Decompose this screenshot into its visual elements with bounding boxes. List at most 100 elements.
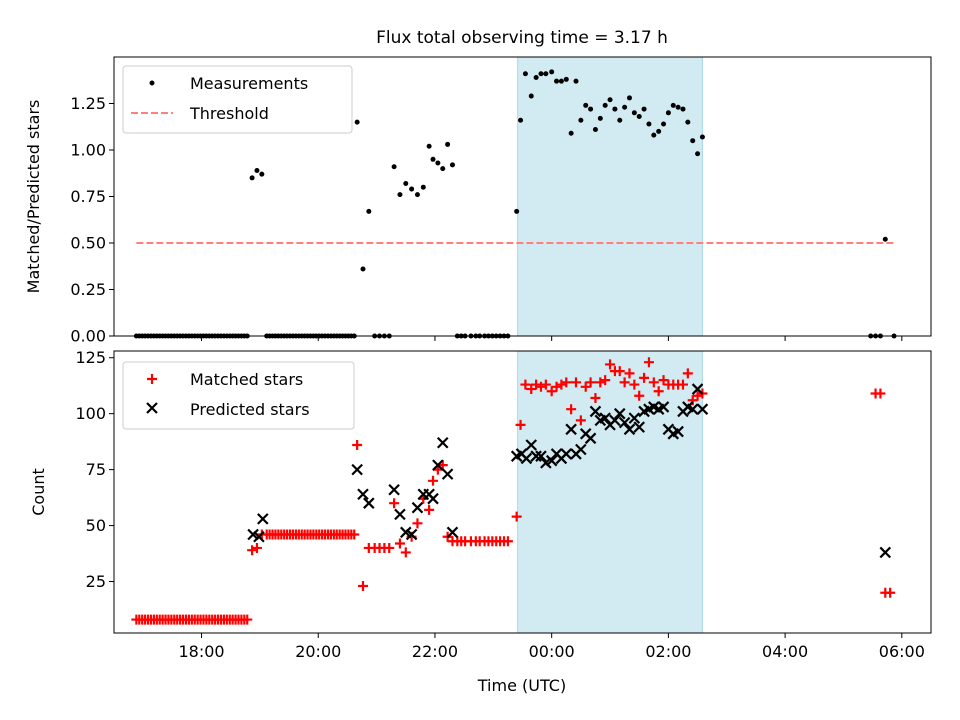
- measurement-point: [366, 208, 372, 214]
- matched-star-point: [658, 375, 669, 386]
- measurement-point: [680, 106, 686, 112]
- measurement-point: [514, 208, 520, 214]
- predicted-star-point: [388, 483, 400, 496]
- top-y-tick-label: 0.00: [70, 327, 106, 346]
- legend-predicted-marker: [146, 402, 158, 414]
- top-panel-frame: [113, 56, 932, 337]
- bottom-y-axis-label: Count: [29, 468, 48, 516]
- measurement-point: [549, 69, 555, 75]
- bottom-matched-points: [131, 357, 896, 625]
- predicted-star-point: [599, 412, 611, 424]
- measurement-point: [661, 121, 667, 127]
- top-legend: Measurements Threshold: [122, 65, 353, 134]
- matched-star-point: [614, 366, 625, 377]
- measurement-point: [641, 106, 647, 112]
- bottom-y-ticks: 25 50 75 100 125: [75, 348, 114, 591]
- measurement-point: [518, 117, 524, 123]
- measurement-point: [607, 97, 613, 103]
- predicted-star-point: [530, 450, 542, 462]
- predicted-star-point: [589, 405, 602, 418]
- measurement-point: [597, 115, 603, 121]
- top-y-tick-label: 1.00: [70, 141, 106, 160]
- top-y-ticks: 0.00 0.25 0.50 0.75 1.00 1.25: [70, 94, 114, 346]
- x-tick-label: 18:00: [178, 642, 224, 661]
- matched-star-point: [424, 504, 435, 515]
- measurement-point: [445, 141, 451, 147]
- matched-star-point: [389, 498, 400, 509]
- predicted-star-point: [560, 448, 573, 460]
- matched-star-point: [643, 357, 654, 368]
- measurement-point: [690, 138, 696, 144]
- predicted-star-point: [351, 463, 363, 476]
- predicted-star-point: [257, 513, 269, 525]
- measurement-point: [430, 156, 436, 162]
- predicted-star-point: [691, 383, 704, 395]
- x-tick-label: 00:00: [529, 642, 575, 661]
- bottom-highlight-span: [517, 350, 703, 634]
- predicted-star-point: [633, 421, 645, 433]
- measurement-point: [588, 106, 594, 112]
- measurement-point: [397, 192, 403, 198]
- predicted-star-point: [446, 526, 459, 539]
- matched-star-point: [394, 538, 405, 549]
- top-y-axis-label: Matched/Predicted stars: [24, 100, 43, 294]
- predicted-star-point: [427, 492, 439, 505]
- measurement-point: [558, 78, 564, 84]
- measurement-point: [354, 119, 360, 125]
- measurement-point: [656, 128, 662, 134]
- top-y-tick-label: 1.25: [70, 94, 106, 113]
- matched-star-point: [682, 368, 693, 379]
- matched-star-point: [515, 419, 526, 430]
- matched-star-point: [400, 547, 411, 558]
- matched-star-point: [520, 379, 531, 390]
- matched-star-point: [357, 581, 368, 591]
- bottom-y-tick-label: 125: [75, 348, 106, 367]
- predicted-star-point: [565, 423, 577, 436]
- measurement-point: [646, 121, 652, 127]
- x-tick-label: 22:00: [412, 642, 458, 661]
- matched-star-point: [570, 377, 581, 388]
- matched-star-point: [624, 368, 635, 379]
- measurement-point: [426, 143, 432, 149]
- matched-star-point: [677, 379, 688, 390]
- measurement-point: [440, 166, 446, 172]
- measurement-point: [522, 71, 528, 77]
- measurement-point: [403, 180, 409, 186]
- predicted-star-point: [411, 501, 424, 514]
- matched-star-point: [352, 440, 363, 450]
- predicted-star-point: [584, 432, 597, 445]
- matched-star-point: [566, 404, 577, 415]
- matched-star-point: [619, 377, 630, 388]
- measurement-point: [391, 164, 397, 170]
- matched-star-point: [605, 359, 616, 370]
- bottom-panel-frame: [113, 350, 932, 634]
- measurement-point: [695, 151, 701, 157]
- measurement-point: [578, 117, 584, 123]
- measurement-point: [568, 130, 574, 136]
- bottom-y-tick-label: 100: [75, 404, 106, 423]
- measurement-point: [699, 134, 705, 140]
- matched-star-point: [634, 390, 645, 401]
- matched-star-point: [502, 536, 513, 547]
- bottom-panel: 25 50 75 100 125 18:00 20:00 22:00 00:00 02:00 04…: [29, 348, 932, 695]
- predicted-star-point: [363, 497, 375, 509]
- bottom-y-tick-label: 75: [86, 460, 106, 479]
- x-axis-label: Time (UTC): [477, 676, 566, 695]
- matched-star-point: [575, 415, 586, 426]
- predicted-star-point: [628, 412, 641, 424]
- measurement-point: [449, 162, 455, 168]
- measurement-point: [617, 117, 623, 123]
- predicted-star-point: [545, 454, 558, 467]
- measurement-point: [612, 106, 618, 112]
- predicted-star-point: [357, 488, 369, 501]
- top-y-tick-label: 0.25: [70, 280, 106, 299]
- legend-predicted-label: Predicted stars: [190, 400, 310, 419]
- matched-star-point: [384, 542, 395, 553]
- matched-star-point: [629, 379, 640, 390]
- legend-matched-label: Matched stars: [190, 370, 303, 389]
- measurement-point: [543, 71, 549, 77]
- measurement-point: [554, 78, 560, 84]
- measurement-point: [360, 266, 366, 272]
- matched-star-point: [648, 377, 659, 388]
- measurement-point: [573, 78, 579, 84]
